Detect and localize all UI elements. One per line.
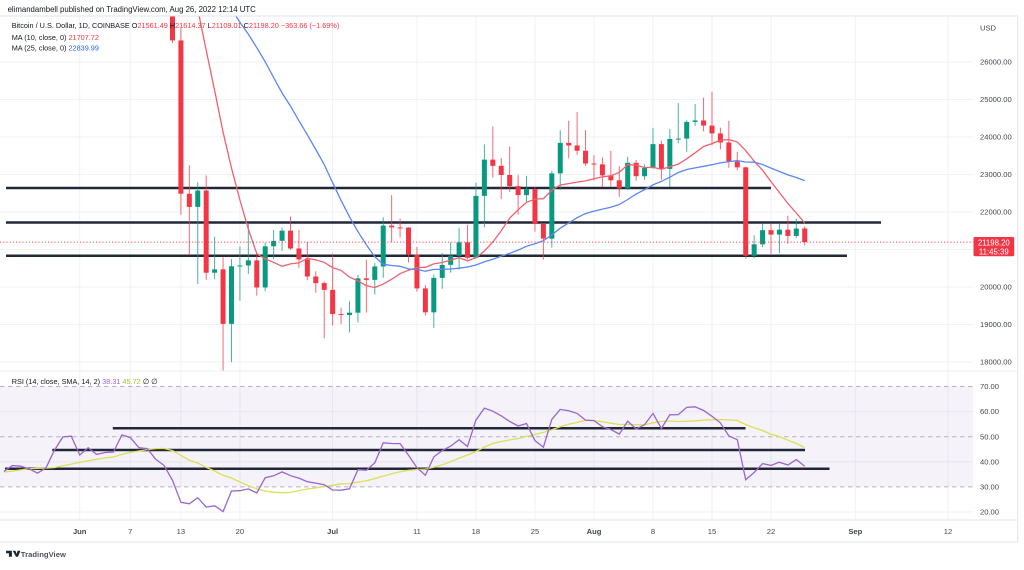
svg-text:23000.00: 23000.00 [980,170,1012,179]
svg-text:25: 25 [531,527,539,536]
svg-text:26000.00: 26000.00 [980,58,1012,67]
svg-text:MA (10, close, 0) 21707.72: MA (10, close, 0) 21707.72 [12,33,99,42]
svg-text:22000.00: 22000.00 [980,208,1012,217]
svg-text:7: 7 [128,527,132,536]
svg-text:18000.00: 18000.00 [980,358,1012,367]
svg-text:11: 11 [413,527,421,536]
svg-text:Aug: Aug [587,527,602,536]
svg-text:30.00: 30.00 [980,483,999,492]
svg-text:25000.00: 25000.00 [980,95,1012,104]
svg-text:Bitcoin / U.S. Dollar, 1D, COI: Bitcoin / U.S. Dollar, 1D, COINBASE O215… [12,21,340,30]
svg-text:24000.00: 24000.00 [980,133,1012,142]
svg-text:20000.00: 20000.00 [980,283,1012,292]
svg-text:12: 12 [944,527,952,536]
svg-text:19000.00: 19000.00 [980,320,1012,329]
svg-text:18: 18 [472,527,480,536]
svg-text:20: 20 [236,527,244,536]
svg-text:Jun: Jun [73,527,87,536]
svg-text:50.00: 50.00 [980,432,999,441]
svg-text:22: 22 [767,527,775,536]
svg-text:20.00: 20.00 [980,508,999,517]
svg-text:40.00: 40.00 [980,457,999,466]
svg-text:60.00: 60.00 [980,407,999,416]
svg-text:RSI (14, close, SMA, 14, 2) 38: RSI (14, close, SMA, 14, 2) 38.31 45.72 … [12,377,158,386]
svg-text:MA (25, close, 0) 22839.99: MA (25, close, 0) 22839.99 [12,44,99,53]
svg-text:70.00: 70.00 [980,382,999,391]
svg-text:8: 8 [651,527,655,536]
svg-text:TradingView: TradingView [21,550,66,559]
svg-text:Jul: Jul [327,527,338,536]
svg-text:13: 13 [177,527,185,536]
svg-text:elimandambell published on Tra: elimandambell published on TradingView.c… [8,5,257,14]
svg-text:Sep: Sep [848,527,862,536]
svg-text:21198.20: 21198.20 [978,239,1011,248]
svg-text:15: 15 [708,527,716,536]
svg-text:USD: USD [980,24,997,33]
svg-text:11:45:39: 11:45:39 [979,247,1009,256]
